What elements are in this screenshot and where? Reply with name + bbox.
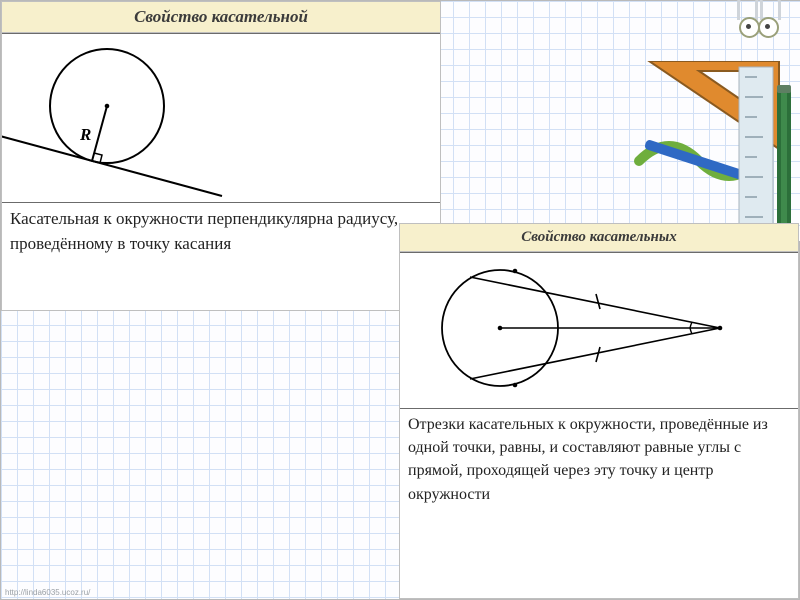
notebook-binder	[733, 0, 785, 35]
two-tangents-figure	[400, 253, 798, 408]
radius-label: R	[79, 125, 91, 144]
tangents-from-point-panel: Свойство касательных Отрезк	[399, 223, 799, 599]
mascot-eyes-icon	[739, 17, 779, 35]
panel2-text: Отрезки касательных к окружности, провед…	[400, 409, 798, 514]
slide-stage: Свойство касательной R Касательная к окр…	[0, 0, 800, 600]
tangent-property-panel: Свойство касательной R Касательная к окр…	[1, 1, 441, 311]
source-url: http://linda6035.ucoz.ru/	[5, 588, 90, 597]
grid-paper-bottom	[1, 309, 401, 599]
eye-icon	[758, 17, 779, 38]
panel2-title: Свойство касательных	[400, 224, 798, 252]
eye-icon	[739, 17, 760, 38]
panel1-title: Свойство касательной	[2, 2, 440, 33]
tangent-radius-figure: R	[2, 34, 440, 202]
panel1-text: Касательная к окружности перпендикулярна…	[2, 203, 440, 264]
